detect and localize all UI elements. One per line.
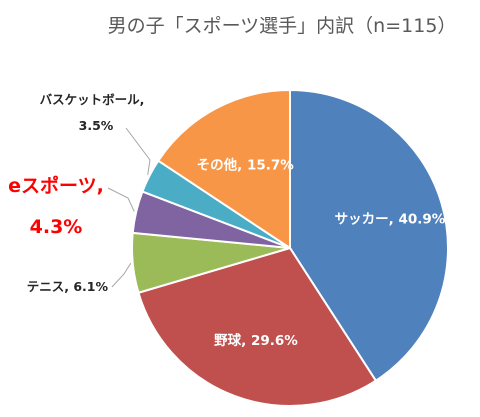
- data-label-basketball-name: バスケットボール,: [40, 92, 145, 107]
- leader-lines: [107, 127, 151, 288]
- leader-line-esports: [107, 187, 135, 212]
- data-label-basketball-value: 3.5%: [79, 118, 114, 133]
- data-label-esports-value: 4.3%: [30, 216, 83, 238]
- data-label-tennis: テニス, 6.1%: [27, 279, 109, 294]
- data-label-baseball: 野球, 29.6%: [214, 332, 298, 349]
- leader-line-tennis: [111, 263, 132, 288]
- leader-line-basketball: [125, 127, 151, 175]
- pie-slice-other: [156, 88, 291, 250]
- data-labels: サッカー, 40.9% 野球, 29.6% その他, 15.7% テニス, 6.1% e…: [8, 92, 446, 349]
- pie-slices: [131, 88, 449, 408]
- data-label-soccer: サッカー, 40.9%: [335, 212, 446, 228]
- chart-title: 男の子「スポーツ選手」内訳（n=115）: [108, 15, 457, 37]
- pie-slice-baseball: [137, 246, 378, 408]
- data-label-other: その他, 15.7%: [197, 157, 295, 174]
- data-label-esports-name: eスポーツ,: [8, 174, 104, 197]
